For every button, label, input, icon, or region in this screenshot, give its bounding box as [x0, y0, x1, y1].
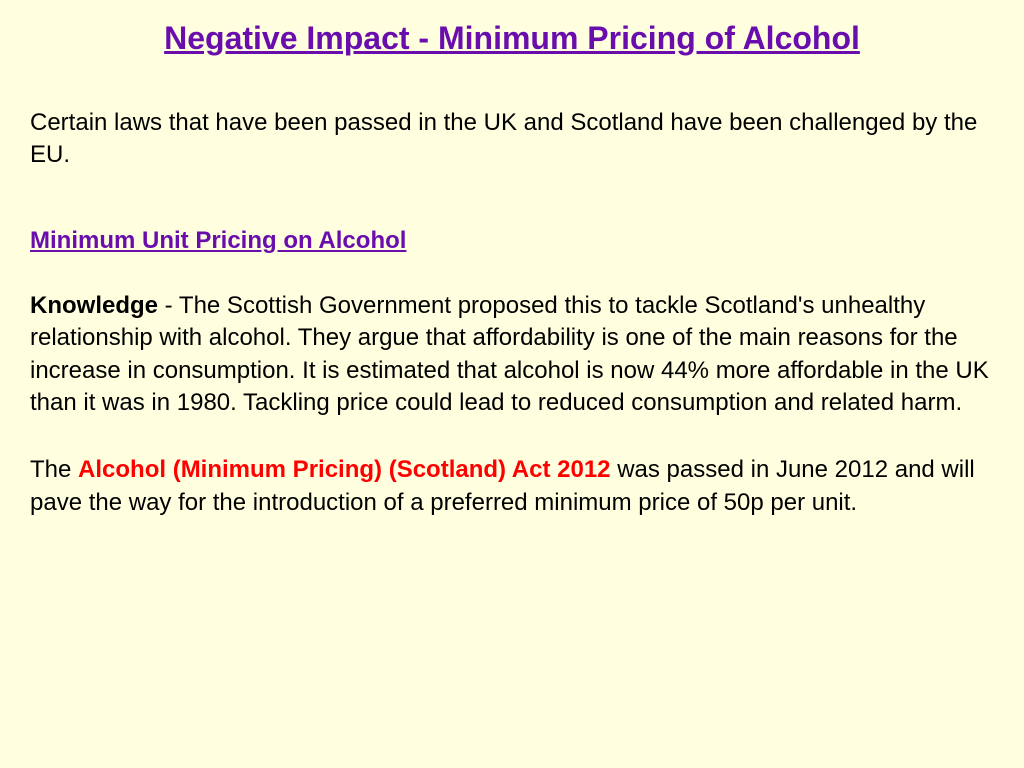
para2-pre: The: [30, 456, 78, 483]
subheading: Minimum Unit Pricing on Alcohol: [30, 227, 994, 255]
knowledge-paragraph: Knowledge - The Scottish Government prop…: [30, 290, 994, 420]
intro-paragraph: Certain laws that have been passed in th…: [30, 107, 994, 172]
knowledge-label: Knowledge: [30, 292, 158, 319]
act-name: Alcohol (Minimum Pricing) (Scotland) Act…: [78, 456, 611, 483]
act-paragraph: The Alcohol (Minimum Pricing) (Scotland)…: [30, 454, 994, 519]
knowledge-text: - The Scottish Government proposed this …: [30, 292, 989, 416]
slide-title: Negative Impact - Minimum Pricing of Alc…: [30, 20, 994, 57]
